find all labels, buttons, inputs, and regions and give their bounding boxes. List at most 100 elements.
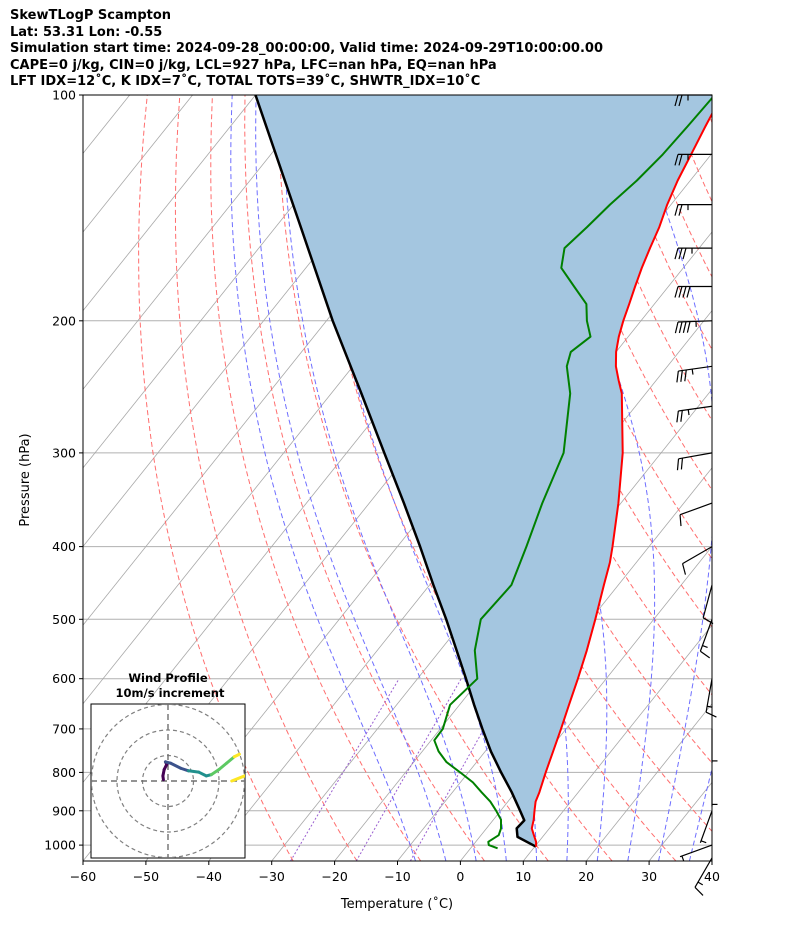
x-tick-label: 30	[641, 869, 657, 884]
temperature-line	[530, 111, 712, 847]
x-tick-label: −20	[321, 869, 347, 884]
wind-barb-shaft	[678, 452, 713, 460]
wind-barb-flag	[678, 154, 683, 166]
parcel-indices: CAPE=0 j/kg, CIN=0 j/kg, LCL=927 hPa, LF…	[10, 57, 497, 73]
x-tick-label: 20	[578, 869, 594, 884]
wind-barb-flag	[678, 247, 683, 260]
wind-barb	[674, 285, 712, 298]
wind-barb-flag	[678, 204, 683, 216]
y-tick-label: 100	[52, 88, 76, 103]
wind-barb-shaft	[702, 584, 713, 618]
mixing-ratio-line	[355, 678, 462, 861]
isotherm-line	[334, 388, 712, 861]
wind-barb	[694, 857, 713, 896]
dry-adiabat	[537, 95, 712, 491]
wind-barb	[674, 94, 712, 107]
wind-barb-flag	[700, 650, 711, 659]
wind-barb	[674, 204, 712, 216]
dry-adiabat	[668, 95, 712, 203]
wind-barb-flag	[676, 370, 679, 383]
isotherm-line	[83, 95, 382, 469]
dry-adiabat	[570, 95, 712, 422]
y-tick-label: 1000	[44, 838, 76, 853]
stability-indices: LFT IDX=12˚C, K IDX=7˚C, TOTAL TOTS=39˚C…	[10, 74, 481, 89]
cape-area	[255, 95, 712, 847]
wind-barb	[711, 728, 718, 763]
wind-barb	[679, 502, 713, 527]
dry-adiabat	[244, 95, 485, 861]
dry-adiabat	[210, 95, 422, 861]
wind-barb-shaft	[705, 678, 713, 713]
axes: −60 −50 −40 −30 −20 −10 0 10 20 30 40 100 200 300 400 5…	[44, 88, 720, 885]
wind-barb-flag	[682, 286, 687, 298]
wind-barb-shaft	[699, 810, 713, 843]
dewpoint-line	[433, 96, 712, 850]
wind-barb-flag	[676, 458, 680, 471]
wind-barb-half-flag	[702, 645, 708, 649]
chart-header: SkewTLogP Scampton Lat: 53.31 Lon: -0.55…	[10, 8, 603, 91]
wind-barb-flag	[682, 321, 687, 333]
wind-barb-flag	[705, 711, 717, 718]
y-tick-label: 400	[52, 539, 76, 554]
wind-barb	[676, 452, 713, 471]
wind-barb	[674, 247, 712, 260]
wind-barb-flag	[674, 154, 679, 166]
wind-barb	[681, 546, 713, 575]
y-tick-label: 900	[52, 803, 76, 818]
x-axis-label: Temperature (˚C)	[340, 896, 453, 912]
wind-barb-half-flag	[681, 855, 685, 862]
wind-barb-shaft	[682, 546, 713, 565]
y-tick-label: 300	[52, 445, 76, 460]
wind-barb-shaft	[678, 405, 713, 412]
wind-barb-shaft	[677, 320, 713, 323]
wind-barb-flag	[681, 563, 687, 575]
wind-barb-flag	[674, 94, 679, 107]
dry-adiabat	[138, 95, 294, 861]
wind-barb	[674, 320, 713, 334]
isotherm-line	[522, 624, 712, 861]
wind-barb-flag	[686, 321, 691, 333]
hodograph-segment	[230, 774, 245, 783]
isotherm-line	[0, 95, 67, 861]
wind-barb-flag	[676, 410, 679, 423]
simulation-times: Simulation start time: 2024-09-28_00:00:…	[10, 41, 603, 56]
x-tick-label: 10	[515, 869, 531, 884]
moist-adiabat	[720, 95, 794, 861]
isotherm-line	[83, 95, 193, 233]
wind-barbs	[674, 94, 718, 896]
hodograph-segment	[217, 761, 229, 772]
isotherm-line	[83, 95, 256, 312]
wind-barb-flag	[680, 370, 683, 382]
wind-barb	[679, 844, 713, 862]
wind-barb	[676, 405, 713, 423]
dry-adiabat	[407, 95, 712, 764]
isotherm-line	[711, 860, 712, 861]
wind-barb-shaft	[694, 857, 713, 888]
x-tick-label: −40	[196, 869, 222, 884]
moist-adiabat	[255, 95, 447, 861]
hodograph-inset: Wind Profile 10m/s increment	[90, 671, 246, 859]
hodograph-segment	[232, 752, 241, 759]
dry-adiabat	[734, 95, 794, 861]
hodograph-segment	[186, 769, 201, 774]
y-tick-label: 700	[52, 721, 76, 736]
wind-barb-shaft	[679, 502, 713, 516]
wind-barb-half-flag	[707, 705, 713, 708]
wind-barb-flag	[680, 410, 683, 422]
wind-barb	[711, 772, 718, 807]
wind-barb-flag	[678, 94, 683, 107]
wind-barb-flag	[680, 458, 684, 470]
dry-adiabat	[766, 95, 794, 861]
isotherm-line	[83, 95, 319, 390]
wind-barb-shaft	[679, 844, 713, 858]
x-tick-label: −50	[133, 869, 159, 884]
x-tick-label: 0	[456, 869, 464, 884]
mixing-ratio-line	[290, 678, 400, 861]
station-coordinates: Lat: 53.31 Lon: -0.55	[10, 24, 163, 40]
x-tick-label: 40	[704, 869, 720, 884]
wind-barb-flag	[686, 286, 691, 298]
station-title: SkewTLogP Scampton	[10, 8, 172, 23]
dry-adiabat	[174, 95, 358, 861]
wind-barb	[699, 619, 713, 659]
